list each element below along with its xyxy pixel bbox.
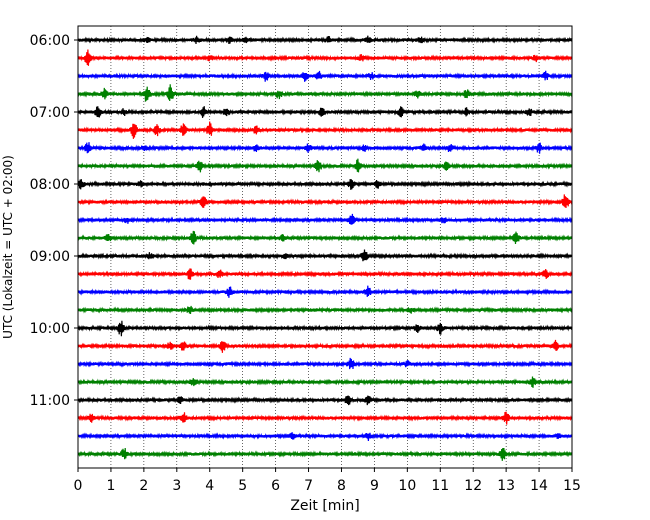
- plot-frame: [77, 25, 573, 469]
- y-tick-label: 06:00: [30, 33, 70, 49]
- seismic-trace: [77, 49, 573, 66]
- seismic-trace: [77, 179, 573, 190]
- seismic-trace: [77, 194, 573, 209]
- x-tick-label: 14: [530, 478, 548, 494]
- y-tick-label: 08:00: [30, 177, 70, 193]
- seismic-trace: [77, 305, 573, 314]
- x-tick-label: 12: [464, 478, 482, 494]
- x-tick-label: 10: [398, 478, 416, 494]
- seismic-trace: [77, 142, 573, 154]
- y-axis-label: UTC (Lokalzeit = UTC + 02:00): [1, 155, 15, 339]
- x-tick-label: 6: [271, 478, 280, 494]
- seismic-trace: [77, 213, 573, 225]
- x-axis-label: Zeit [min]: [290, 498, 359, 514]
- x-tick-label: 5: [238, 478, 247, 494]
- x-tick-label: 7: [304, 478, 313, 494]
- x-tick-label: 9: [370, 478, 379, 494]
- seismic-trace: [77, 230, 573, 245]
- seismic-traces: [77, 35, 573, 461]
- seismic-trace: [77, 35, 573, 45]
- seismic-trace: [77, 268, 573, 280]
- y-tick-label: 07:00: [30, 105, 70, 121]
- seismic-trace: [77, 395, 573, 406]
- x-tick-label: 4: [205, 478, 214, 494]
- seismic-trace: [77, 339, 573, 353]
- seismic-trace: [77, 432, 573, 441]
- x-tick-label: 8: [337, 478, 346, 494]
- x-tick-label: 1: [106, 478, 115, 494]
- seismic-trace: [77, 285, 573, 298]
- x-tick-label: 2: [139, 478, 148, 494]
- x-tick-label: 13: [497, 478, 515, 494]
- y-tick-label: 11:00: [30, 393, 70, 409]
- x-tick-label: 0: [74, 478, 83, 494]
- x-axis: 0 1 2 3 4 5 6 7 8 9 10 11 12 13 14 15: [74, 468, 581, 494]
- seismic-trace: [77, 121, 573, 139]
- y-tick-label: 09:00: [30, 249, 70, 265]
- x-tick-label: 11: [431, 478, 449, 494]
- x-tick-label: 3: [172, 478, 181, 494]
- seismic-trace: [77, 376, 573, 388]
- seismic-trace: [77, 158, 573, 173]
- seismic-trace: [77, 106, 573, 118]
- seismic-trace: [77, 411, 573, 425]
- seismic-trace: [77, 249, 573, 262]
- y-tick-label: 10:00: [30, 321, 70, 337]
- seismic-trace: [77, 84, 573, 102]
- seismic-trace: [77, 320, 573, 337]
- seismic-trace: [77, 70, 573, 82]
- x-tick-label: 15: [563, 478, 581, 494]
- y-axis: 06:00 07:00 08:00 09:00 10:00 11:00: [30, 33, 78, 409]
- seismic-trace: [77, 357, 573, 370]
- seismic-trace: [77, 447, 573, 461]
